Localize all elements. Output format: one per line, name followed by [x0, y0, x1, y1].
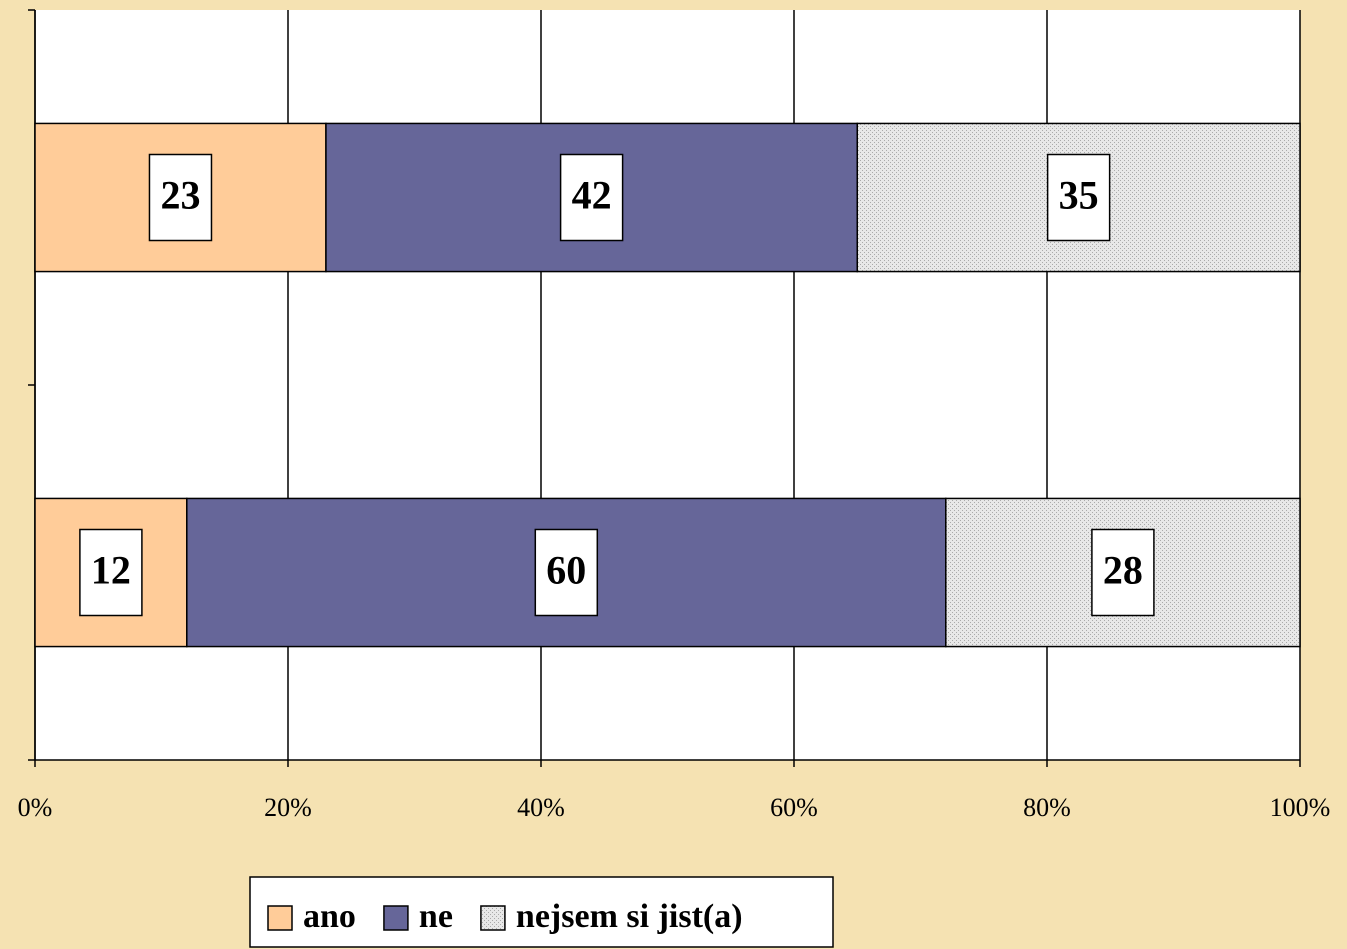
data-label-box	[79, 528, 143, 617]
data-label: 28	[1103, 548, 1143, 593]
data-label-box	[148, 153, 213, 242]
data-label-box	[559, 153, 624, 242]
data-label-box	[1091, 528, 1155, 617]
data-label: 60	[546, 548, 586, 593]
data-label-box	[1046, 153, 1111, 242]
x-tick-label: 60%	[770, 793, 818, 822]
plot-area	[35, 10, 1300, 760]
x-tick-label: 0%	[18, 793, 53, 822]
data-label: 12	[91, 548, 131, 593]
x-tick-label: 100%	[1270, 793, 1331, 822]
x-tick-label: 80%	[1023, 793, 1071, 822]
legend-label: ano	[303, 898, 356, 935]
legend-label: nejsem si jist(a)	[516, 898, 743, 935]
data-label: 23	[160, 173, 200, 218]
legend-label: ne	[419, 898, 453, 935]
legend-swatch	[480, 905, 506, 931]
legend-swatch	[383, 905, 409, 931]
legend-box	[249, 876, 834, 948]
data-label-box	[534, 528, 599, 617]
legend-swatch	[267, 905, 293, 931]
data-label: 42	[572, 173, 612, 218]
legend: ano ne nejsem si jist(a)	[249, 876, 834, 948]
x-tick-label: 40%	[517, 793, 565, 822]
x-tick-label: 20%	[264, 793, 312, 822]
data-label: 35	[1059, 173, 1099, 218]
